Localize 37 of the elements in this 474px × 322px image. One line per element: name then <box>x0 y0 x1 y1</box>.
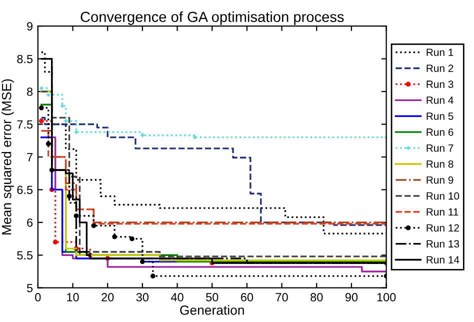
legend-label: Run 9 <box>426 176 454 184</box>
y-tick-label: 8 <box>27 88 33 96</box>
y-tick-label: 6 <box>27 218 33 227</box>
x-tick-label: 100 <box>377 293 396 302</box>
y-tick-label: 6.5 <box>17 186 33 194</box>
y-tick-label: 5.5 <box>17 251 33 260</box>
x-axis-title: Generation <box>180 305 244 315</box>
legend-label: Run 8 <box>426 160 454 168</box>
legend-label: Run 3 <box>426 80 454 88</box>
x-tick-label: 0 <box>35 293 41 302</box>
legend-label: Run 1 <box>426 48 454 56</box>
x-tick-label: 70 <box>276 293 288 302</box>
y-axis-title: Mean squared error (MSE) <box>2 79 14 234</box>
legend-label: Run 6 <box>426 128 454 136</box>
legend-label: Run 14 <box>426 256 460 264</box>
x-tick-label: 30 <box>136 293 149 302</box>
x-tick-label: 10 <box>67 293 79 302</box>
y-tick-label: 7.5 <box>17 120 33 129</box>
legend-label: Run 10 <box>426 192 460 200</box>
y-tick-label: 8.5 <box>17 54 33 64</box>
y-tick-label: 5 <box>26 284 33 292</box>
x-tick-label: 90 <box>345 293 358 302</box>
chart-title: Convergence of GA optimisation process <box>80 11 344 25</box>
legend-label: Run 7 <box>426 144 454 152</box>
legend-label: Run 5 <box>426 112 454 120</box>
x-tick-label: 40 <box>170 293 184 302</box>
x-tick-label: 50 <box>206 293 218 302</box>
x-tick-label: 80 <box>310 293 323 302</box>
legend-label: Run 13 <box>426 240 460 248</box>
legend-label: Run 4 <box>426 96 454 104</box>
y-tick-label: 9 <box>27 22 32 30</box>
legend-label: Run 2 <box>426 64 454 72</box>
x-tick-label: 60 <box>240 293 254 302</box>
x-tick-label: 20 <box>102 293 114 302</box>
legend-label: Run 12 <box>426 224 459 232</box>
legend-label: Run 11 <box>426 208 458 216</box>
y-tick-label: 7 <box>27 153 32 162</box>
